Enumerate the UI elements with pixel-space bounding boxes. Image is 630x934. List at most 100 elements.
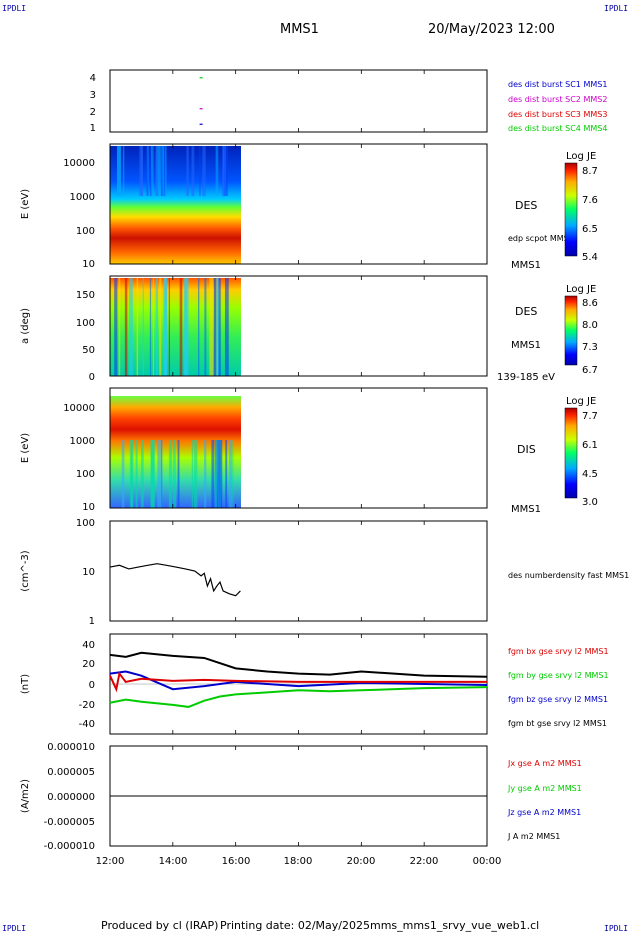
- side-label-instrument: DIS: [517, 443, 536, 456]
- corner-label-top-left: IPDLI: [2, 4, 27, 13]
- y-axis-label: (cm^-3): [20, 550, 31, 591]
- x-tick-label: 22:00: [410, 856, 439, 867]
- pitch-streak: [197, 278, 200, 376]
- dis-streak: [135, 440, 138, 508]
- legend-bz: fgm bz gse srvy l2 MMS1: [508, 695, 608, 704]
- bfield-series-2: [109, 670, 488, 691]
- legend-j: J A m2 MMS1: [507, 832, 560, 841]
- density-series-line: [109, 563, 241, 597]
- dis-streak: [168, 440, 173, 508]
- pitch-streak: [209, 278, 214, 376]
- page-title: MMS1: [280, 22, 319, 37]
- colorbar-tick: 5.4: [582, 252, 598, 263]
- y-tick-label: 150: [76, 290, 95, 301]
- x-tick-label: 16:00: [222, 856, 251, 867]
- y-axis-label: E (eV): [20, 433, 31, 463]
- colorbar-tick: 3.0: [582, 497, 598, 508]
- colorbar-tick: 7.3: [582, 342, 598, 353]
- des-streak: [222, 146, 226, 196]
- y-tick-label: -20: [79, 700, 95, 711]
- dis-streak: [141, 440, 144, 508]
- colorbar-tick: 6.7: [582, 365, 598, 376]
- des-streak: [150, 146, 152, 196]
- dis-streak: [214, 440, 217, 508]
- pitch-streak: [118, 278, 121, 376]
- side-label-spacecraft: MMS1: [511, 340, 541, 351]
- dis-streak: [220, 440, 223, 508]
- corner-label-bottom-left: IPDLI: [2, 924, 27, 933]
- legend-jz: Jz gse A m2 MMS1: [507, 808, 581, 817]
- pitch-streak: [142, 278, 144, 376]
- des-streak: [161, 146, 163, 196]
- bfield-series-1: [109, 686, 488, 708]
- colorbar-title: Log JE: [566, 396, 596, 407]
- pitch-streak: [215, 278, 219, 376]
- bfield-series-0: [109, 671, 487, 693]
- legend-bx: fgm bx gse srvy l2 MMS1: [508, 647, 609, 656]
- des-streak: [122, 146, 125, 196]
- dis-streak: [157, 440, 162, 508]
- y-tick-label: 20: [82, 659, 95, 670]
- x-axis: 12:00 14:00 16:00 18:00 20:00 22:00 00:0…: [96, 856, 502, 867]
- dis-streak: [121, 440, 125, 508]
- y-tick-label: 10000: [63, 403, 95, 414]
- dis-streak: [173, 440, 176, 508]
- pitch-streak: [155, 278, 158, 376]
- colorbar-tick: 7.7: [582, 411, 598, 422]
- y-tick-label: 0.000010: [47, 742, 95, 753]
- colorbar-tick: 4.5: [582, 469, 598, 480]
- des-streak: [191, 146, 195, 196]
- colorbar-tick: 8.6: [582, 298, 598, 309]
- y-tick-label: 100: [76, 469, 95, 480]
- y-tick-label: 0: [89, 372, 95, 383]
- legend-by: fgm by gse srvy l2 MMS1: [508, 671, 609, 680]
- legend-jx: Jx gse A m2 MMS1: [507, 759, 582, 768]
- colorbar: [564, 162, 578, 257]
- y-tick-label: -0.000010: [44, 841, 95, 852]
- des-streak: [202, 146, 206, 196]
- y-axis-label: (nT): [20, 674, 31, 694]
- y-tick-label: 4: [90, 73, 96, 84]
- dis-streak: [204, 440, 207, 508]
- y-tick-label: 100: [76, 226, 95, 237]
- side-label-spacecraft: MMS1: [511, 504, 541, 515]
- des-streak: [215, 146, 219, 196]
- bfield-series-lines: [109, 651, 488, 708]
- des-streak: [165, 146, 167, 196]
- pitch-streak: [124, 278, 128, 376]
- panel-frame: [109, 520, 488, 622]
- side-label-scpot: edp scpot MMS1: [508, 234, 574, 243]
- legend-bt: fgm bt gse srvy l2 MMS1: [508, 719, 607, 728]
- x-tick-label: 12:00: [96, 856, 125, 867]
- pitch-streak: [213, 278, 216, 376]
- pitch-streak: [224, 278, 229, 376]
- des-streak: [186, 146, 189, 196]
- y-tick-label: 1000: [70, 192, 95, 203]
- dis-energy-streaks: [121, 440, 234, 508]
- des-streak: [151, 146, 154, 196]
- pitch-streak: [152, 278, 154, 376]
- des-streak: [155, 146, 159, 196]
- x-tick-label: 18:00: [284, 856, 313, 867]
- pitch-streak: [184, 278, 189, 376]
- legend-density: des numberdensity fast MMS1: [508, 571, 629, 580]
- y-tick-label: 100: [76, 518, 95, 529]
- y-axis-label: (A/m2): [20, 779, 31, 813]
- dis-streak: [218, 440, 221, 508]
- dis-streak: [211, 440, 215, 508]
- des-streak: [199, 146, 201, 196]
- colorbar-tick: 6.5: [582, 224, 598, 235]
- panel-dis-energy: E (eV) 10000 1000 100 10 DIS MMS1 Log JE…: [20, 387, 598, 515]
- side-label-spacecraft: MMS1: [511, 260, 541, 271]
- corner-label-top-right: IPDLI: [604, 4, 629, 13]
- page-datetime: 20/May/2023 12:00: [428, 22, 555, 37]
- pitch-streak: [163, 278, 168, 376]
- legend-sc3: des dist burst SC3 MMS3: [508, 110, 607, 119]
- side-label-instrument: DES: [515, 305, 537, 318]
- y-tick-label: -40: [79, 719, 95, 730]
- dis-streak: [232, 440, 234, 508]
- des-streak: [116, 146, 121, 196]
- y-tick-label: 40: [82, 640, 95, 651]
- panel-magnetic-field: (nT) 40 20 0 -20 -40 fgm bx gse srvy l2 …: [20, 633, 609, 735]
- x-tick-label: 00:00: [473, 856, 502, 867]
